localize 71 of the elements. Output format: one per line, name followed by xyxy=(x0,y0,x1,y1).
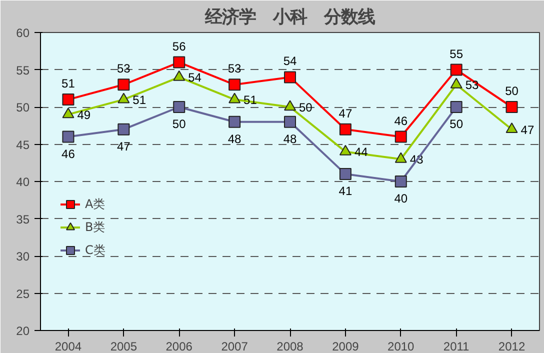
data-label: 48 xyxy=(283,132,297,146)
data-label: 50 xyxy=(172,117,186,131)
data-label: 41 xyxy=(338,184,352,198)
data-label: 56 xyxy=(172,39,186,54)
point xyxy=(118,78,130,91)
point xyxy=(506,101,518,113)
data-label: 46 xyxy=(394,114,408,128)
data-label: 54 xyxy=(283,54,297,68)
point xyxy=(62,130,74,143)
point xyxy=(450,101,462,113)
data-label: 55 xyxy=(450,46,464,61)
y-tick-label: 25 xyxy=(16,286,30,301)
data-label: 53 xyxy=(228,62,242,76)
x-tick-label: 2011 xyxy=(443,340,470,353)
point xyxy=(118,123,130,136)
data-label: 50 xyxy=(299,100,313,114)
data-label: 40 xyxy=(394,192,408,206)
y-tick-label: 60 xyxy=(16,26,30,40)
data-label: 47 xyxy=(338,106,352,120)
x-tick-label: 2006 xyxy=(166,340,193,353)
y-tick-label: 40 xyxy=(16,175,30,189)
data-label: 49 xyxy=(77,108,91,122)
y-tick-label: 35 xyxy=(16,212,30,226)
point xyxy=(450,64,462,76)
y-tick-label: 50 xyxy=(16,100,30,114)
legend-label: C类 xyxy=(85,242,106,258)
data-label: 50 xyxy=(450,117,464,131)
x-tick-label: 2012 xyxy=(498,340,526,353)
y-tick-label: 55 xyxy=(16,63,30,78)
x-tick-label: 2010 xyxy=(388,340,415,353)
data-label: 51 xyxy=(62,76,76,91)
x-tick-label: 2008 xyxy=(276,340,304,353)
point xyxy=(339,123,352,136)
data-label: 50 xyxy=(505,84,519,98)
point xyxy=(173,101,186,113)
point xyxy=(394,176,407,188)
x-tick-label: 2007 xyxy=(221,340,248,353)
point xyxy=(228,78,241,91)
x-tick-label: 2004 xyxy=(54,340,82,353)
legend-label: A类 xyxy=(85,196,106,212)
point xyxy=(173,56,186,68)
data-label: 53 xyxy=(465,78,480,92)
point xyxy=(450,78,462,88)
point xyxy=(339,168,352,180)
data-label: 48 xyxy=(228,132,242,146)
point xyxy=(62,94,74,106)
legend-label: B类 xyxy=(85,218,106,236)
y-tick-label: 30 xyxy=(16,250,30,264)
data-label: 54 xyxy=(188,70,202,85)
point xyxy=(173,70,186,81)
point xyxy=(118,92,130,104)
point xyxy=(228,92,241,104)
x-tick-label: 2005 xyxy=(110,340,138,353)
y-tick-label: 20 xyxy=(16,324,30,338)
x-tick-label: 2009 xyxy=(332,340,360,353)
point xyxy=(339,144,352,156)
point xyxy=(284,116,296,128)
point xyxy=(506,122,518,134)
point xyxy=(284,71,296,84)
data-label: 47 xyxy=(520,122,534,137)
data-label: 51 xyxy=(132,93,146,108)
point xyxy=(394,152,407,163)
point xyxy=(228,116,241,128)
point xyxy=(284,100,296,111)
chart-title: 经济学 小科 分数线 xyxy=(204,8,375,28)
y-tick-label: 45 xyxy=(16,138,30,152)
point xyxy=(62,108,74,118)
data-label: 47 xyxy=(116,139,131,154)
point xyxy=(394,130,407,143)
data-label: 53 xyxy=(116,62,131,76)
data-label: 46 xyxy=(62,146,76,161)
